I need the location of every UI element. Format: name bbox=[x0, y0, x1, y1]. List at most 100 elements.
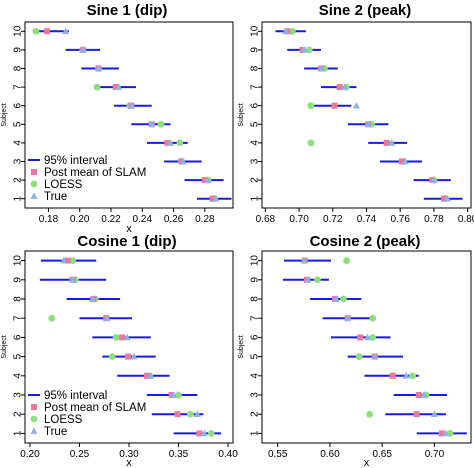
true-point bbox=[341, 83, 349, 90]
loess-point bbox=[340, 295, 347, 303]
y-tick-label: 1 bbox=[13, 430, 24, 436]
true-point bbox=[317, 64, 325, 72]
y-tick-label: 4 bbox=[13, 140, 24, 146]
loess-point bbox=[288, 27, 296, 35]
loess-point bbox=[112, 334, 120, 341]
true-point bbox=[130, 352, 138, 360]
x-tick-label: 0.20 bbox=[20, 449, 40, 460]
true-point bbox=[344, 314, 352, 322]
slam-point bbox=[196, 430, 203, 437]
slam-point bbox=[112, 84, 119, 91]
true-point bbox=[332, 295, 340, 302]
y-tick-label: 5 bbox=[250, 353, 261, 359]
true-point bbox=[60, 256, 68, 264]
loess-point bbox=[187, 410, 194, 418]
legend-label: Post mean of SLAM bbox=[44, 167, 146, 179]
y-tick-label: 4 bbox=[250, 140, 261, 146]
true-point bbox=[148, 120, 156, 128]
panel-3: Cosine 1 (dip) 0.20 0.25 0.30 0.35 0.40 1 2 3 4 5 6… bbox=[1, 233, 238, 468]
y-tick-label: 3 bbox=[250, 392, 261, 398]
slam-point bbox=[398, 158, 405, 165]
true-point bbox=[304, 276, 312, 283]
legend-triangle-symbol bbox=[30, 427, 38, 434]
y-tick-label: 10 bbox=[13, 255, 24, 267]
panel-title: Cosine 1 (dip) bbox=[77, 233, 176, 250]
true-point bbox=[147, 372, 155, 379]
x-tick-label: 0.70 bbox=[425, 449, 445, 460]
y-tick-label: 3 bbox=[250, 158, 261, 164]
loess-point bbox=[175, 391, 182, 399]
true-point bbox=[212, 194, 220, 202]
panel-2: Sine 2 (peak) 0.68 0.70 0.72 0.74 0.76 0.78 0.8… bbox=[238, 2, 474, 225]
plot-frame bbox=[261, 250, 472, 444]
true-point bbox=[115, 83, 123, 90]
slam-point bbox=[357, 334, 364, 341]
y-tick-label: 7 bbox=[250, 315, 261, 321]
slam-point bbox=[331, 102, 338, 109]
x-tick-label: 0.35 bbox=[169, 449, 189, 460]
x-tick-label: 0.25 bbox=[70, 449, 90, 460]
y-tick-label: 3 bbox=[13, 158, 24, 164]
y-axis-label: Subject bbox=[238, 103, 245, 126]
y-tick-label: 10 bbox=[250, 255, 261, 267]
y-tick-label: 6 bbox=[250, 334, 261, 340]
legend-label: True bbox=[44, 191, 67, 203]
x-tick-label: 0.78 bbox=[424, 214, 444, 225]
true-point bbox=[300, 256, 308, 264]
legend-label: 95% interval bbox=[44, 390, 107, 402]
loess-point bbox=[93, 83, 101, 91]
slam-point bbox=[389, 372, 396, 379]
loess-point bbox=[32, 27, 40, 35]
loess-point bbox=[307, 139, 315, 147]
true-point bbox=[79, 46, 87, 53]
true-point bbox=[352, 101, 360, 109]
panel-title: Sine 2 (peak) bbox=[319, 2, 412, 19]
x-tick-label: 0.55 bbox=[268, 449, 288, 460]
slam-point bbox=[441, 195, 448, 202]
x-tick-label: 0.22 bbox=[101, 214, 121, 225]
x-tick-label: 0.65 bbox=[372, 449, 392, 460]
legend-circle-symbol bbox=[30, 415, 38, 423]
x-tick-label: 0.70 bbox=[289, 214, 309, 225]
loess-point bbox=[355, 353, 363, 360]
y-tick-label: 2 bbox=[250, 177, 261, 183]
loess-point bbox=[313, 276, 321, 284]
panel-title: Sine 1 (dip) bbox=[87, 2, 168, 19]
true-point bbox=[204, 176, 212, 183]
legend-circle-symbol bbox=[30, 180, 38, 188]
slam-point bbox=[415, 392, 422, 398]
true-point bbox=[282, 27, 290, 35]
true-point bbox=[179, 157, 187, 165]
true-point bbox=[193, 410, 201, 418]
x-axis-label: x bbox=[126, 223, 132, 235]
loess-point bbox=[108, 353, 116, 360]
slam-point bbox=[413, 411, 420, 418]
loess-point bbox=[409, 372, 416, 380]
y-tick-label: 2 bbox=[13, 177, 24, 183]
y-tick-label: 5 bbox=[13, 353, 24, 359]
y-tick-label: 6 bbox=[13, 334, 24, 340]
panel-title: Cosine 2 (peak) bbox=[310, 233, 421, 250]
legend-square-symbol bbox=[31, 169, 37, 175]
panel-1: Sine 1 (dip) 0.18 0.20 0.22 0.24 0.26 0.28 1 2 3 4… bbox=[1, 2, 234, 235]
true-point bbox=[371, 352, 379, 360]
slam-point bbox=[209, 195, 216, 202]
x-tick-label: 0.40 bbox=[218, 449, 238, 460]
loess-point bbox=[176, 139, 184, 147]
loess-point bbox=[307, 102, 315, 110]
x-tick-label: 0.60 bbox=[320, 449, 340, 460]
loess-point bbox=[305, 46, 313, 54]
legend-label: LOESS bbox=[44, 414, 83, 426]
y-tick-label: 6 bbox=[250, 102, 261, 108]
y-tick-label: 5 bbox=[250, 121, 261, 127]
y-axis-label: Subject bbox=[238, 335, 245, 358]
x-tick-label: 0.68 bbox=[256, 214, 276, 225]
y-axis-label: Subject bbox=[1, 103, 8, 126]
y-tick-label: 7 bbox=[13, 315, 24, 321]
true-point bbox=[401, 157, 409, 165]
y-tick-label: 10 bbox=[250, 25, 261, 37]
y-tick-label: 5 bbox=[13, 121, 24, 127]
x-tick-label: 0.26 bbox=[164, 214, 184, 225]
